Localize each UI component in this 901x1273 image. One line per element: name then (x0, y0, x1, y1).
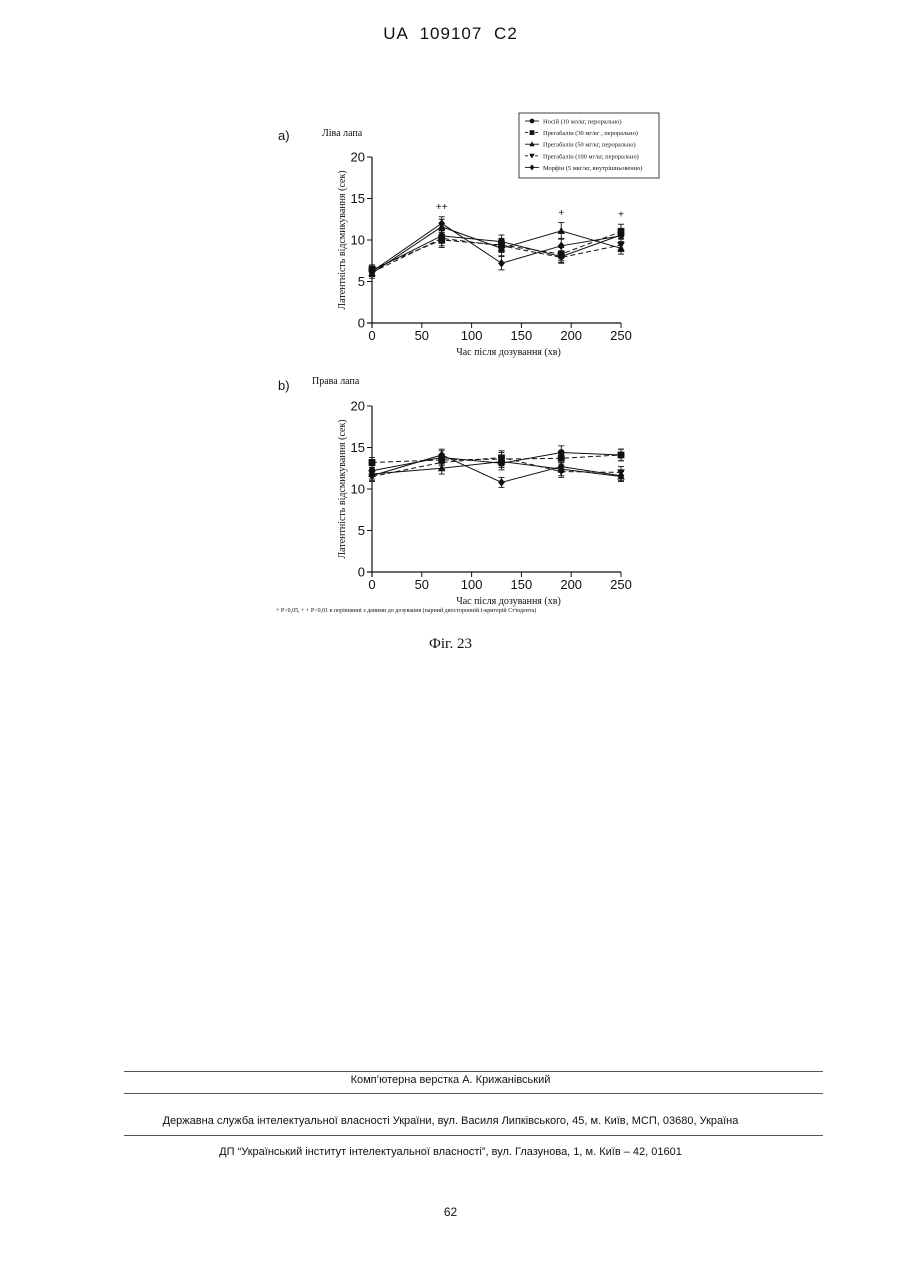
significance-mark: + (618, 210, 624, 221)
y-tick-label: 20 (351, 399, 365, 414)
data-point (557, 227, 565, 234)
panel-a-letter: a) (278, 128, 290, 143)
legend-entry: Прегабалін (100 мг/кг, перорально) (543, 153, 639, 160)
chart-left-paw: 05101520050100150200250Час після дозуван… (300, 110, 660, 372)
legend-entry: Прегабалін (50 мг/кг, перорально) (543, 142, 636, 149)
legend-marker (530, 130, 535, 135)
series-line (372, 452, 621, 470)
x-tick-label: 150 (511, 577, 533, 592)
data-point (498, 478, 505, 486)
legend-entry: Морфін (5 мкг/кг, внутрішньовенно) (543, 165, 642, 172)
y-axis-label: Латентність відсмикування (сек) (337, 170, 348, 309)
y-tick-label: 0 (358, 316, 365, 331)
data-point (369, 459, 376, 466)
series-line (372, 238, 621, 272)
y-tick-label: 10 (351, 233, 365, 248)
chart-right-paw: 05101520050100150200250Час після дозуван… (300, 392, 660, 608)
document-header: UA 109107 C2 (0, 24, 901, 44)
legend-entry: Носій (10 мл/кг, перорально) (543, 119, 622, 126)
y-tick-label: 10 (351, 482, 365, 497)
x-tick-label: 50 (415, 328, 429, 343)
panel-b-letter: b) (278, 378, 290, 393)
footer-rule-middle (124, 1093, 823, 1094)
series-2 (369, 224, 625, 273)
x-tick-label: 250 (610, 328, 632, 343)
footer-rule-top (124, 1071, 823, 1072)
page-number: 62 (0, 1205, 901, 1219)
y-tick-label: 5 (358, 523, 365, 538)
data-point (558, 242, 565, 250)
significance-mark: + (558, 208, 564, 219)
legend: Носій (10 мл/кг, перорально) Прегабалін (… (519, 113, 659, 178)
series-line (372, 457, 621, 476)
series-4 (368, 451, 625, 482)
x-tick-label: 100 (461, 577, 483, 592)
x-tick-label: 150 (511, 328, 533, 343)
series-2 (369, 449, 625, 467)
series-line (372, 223, 621, 271)
y-tick-label: 15 (351, 440, 365, 455)
footer-agency: Державна служба інтелектуальної власност… (0, 1115, 901, 1127)
figure-caption: Фіг. 23 (0, 636, 901, 653)
y-tick-label: 5 (358, 274, 365, 289)
significance-mark: ++ (436, 202, 448, 213)
data-point (498, 259, 505, 267)
legend-marker-shape (530, 119, 535, 124)
x-tick-label: 200 (560, 577, 582, 592)
x-tick-label: 250 (610, 577, 632, 592)
data-point (618, 452, 625, 459)
significance-footnote: + P<0,05, + + P<0,01 в порівнянні з дани… (276, 608, 536, 614)
series-1 (369, 228, 625, 274)
y-tick-label: 0 (358, 565, 365, 580)
footer-rule-bottom (124, 1135, 823, 1136)
series-5 (369, 449, 625, 487)
data-point (438, 219, 445, 227)
y-axis-label: Латентність відсмикування (сек) (337, 419, 348, 558)
y-tick-label: 15 (351, 191, 365, 206)
legend-entry: Прегабалін (30 мг/кг , перорально) (543, 130, 638, 137)
x-axis-label: Час після дозування (хв) (456, 347, 561, 358)
series-line (372, 227, 621, 273)
legend-marker (530, 119, 535, 124)
x-tick-label: 0 (368, 328, 375, 343)
series-line (372, 235, 621, 271)
series-line (372, 455, 621, 462)
x-tick-label: 200 (560, 328, 582, 343)
x-axis-label: Час після дозування (хв) (456, 596, 561, 607)
series-3 (368, 219, 625, 278)
x-tick-label: 50 (415, 577, 429, 592)
panel-b-title: Права лапа (312, 376, 359, 387)
x-tick-label: 100 (461, 328, 483, 343)
footer-institute: ДП “Український інститут інтелектуальної… (0, 1146, 901, 1158)
legend-marker-shape (530, 130, 535, 135)
y-tick-label: 20 (351, 150, 365, 165)
x-tick-label: 0 (368, 577, 375, 592)
footer-composer: Комп’ютерна верстка А. Крижанівський (0, 1074, 901, 1086)
